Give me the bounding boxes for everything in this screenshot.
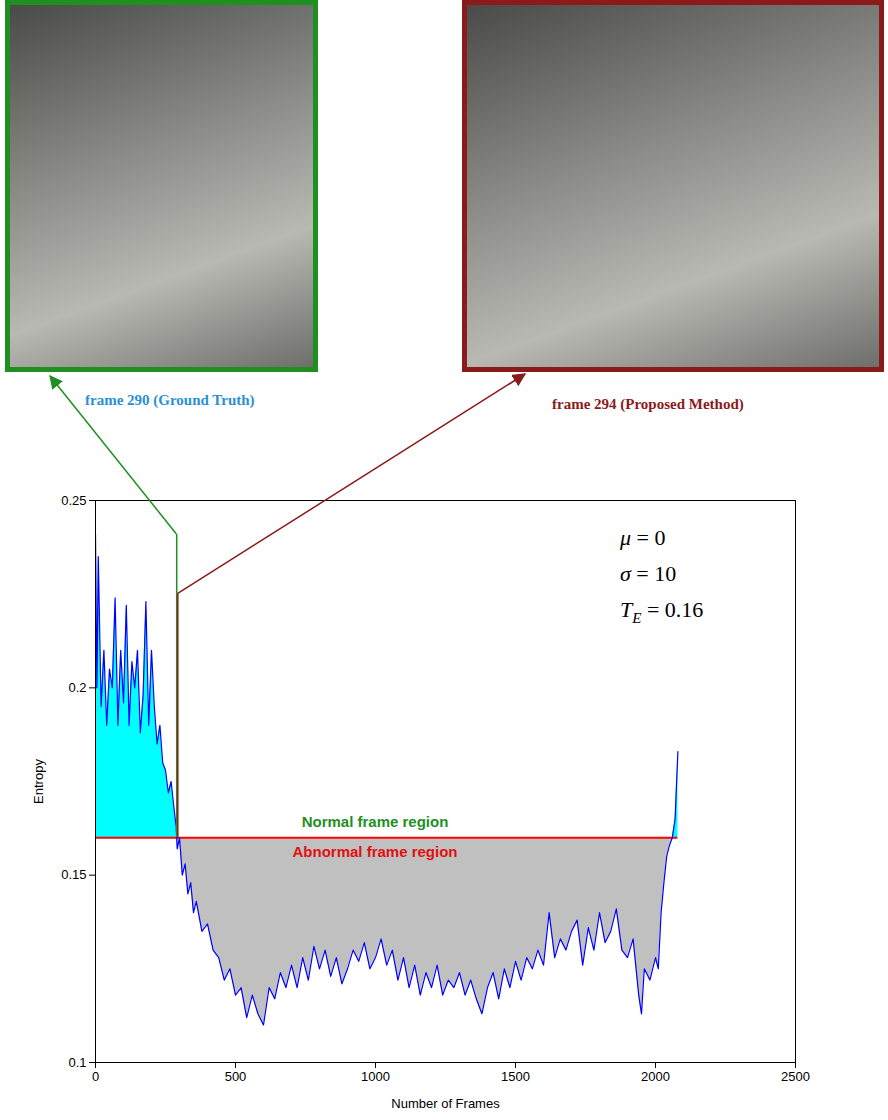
svg-text:μ = 0: μ = 0 [619, 525, 665, 550]
svg-text:0.2: 0.2 [68, 680, 86, 695]
svg-text:0: 0 [92, 1069, 99, 1084]
svg-text:0.1: 0.1 [68, 1055, 86, 1070]
svg-text:2000: 2000 [641, 1069, 670, 1084]
svg-text:2500: 2500 [781, 1069, 810, 1084]
svg-text:Abnormal frame region: Abnormal frame region [292, 843, 457, 860]
svg-text:1000: 1000 [361, 1069, 390, 1084]
svg-text:σ = 10: σ = 10 [620, 561, 676, 586]
svg-text:0.15: 0.15 [61, 867, 86, 882]
html-text:frame 290 (Ground Truth): frame 290 (Ground Truth) [85, 392, 255, 408]
svg-text:Normal frame region: Normal frame region [302, 813, 449, 830]
svg-text:500: 500 [225, 1069, 247, 1084]
svg-text:1500: 1500 [501, 1069, 530, 1084]
svg-text:Entropy: Entropy [31, 759, 46, 804]
svg-text:TE = 0.16: TE = 0.16 [620, 597, 703, 626]
html-text:frame 294 (Proposed Method): frame 294 (Proposed Method) [552, 396, 744, 412]
svg-text:Number of Frames: Number of Frames [391, 1096, 500, 1111]
svg-text:0.25: 0.25 [61, 493, 86, 508]
